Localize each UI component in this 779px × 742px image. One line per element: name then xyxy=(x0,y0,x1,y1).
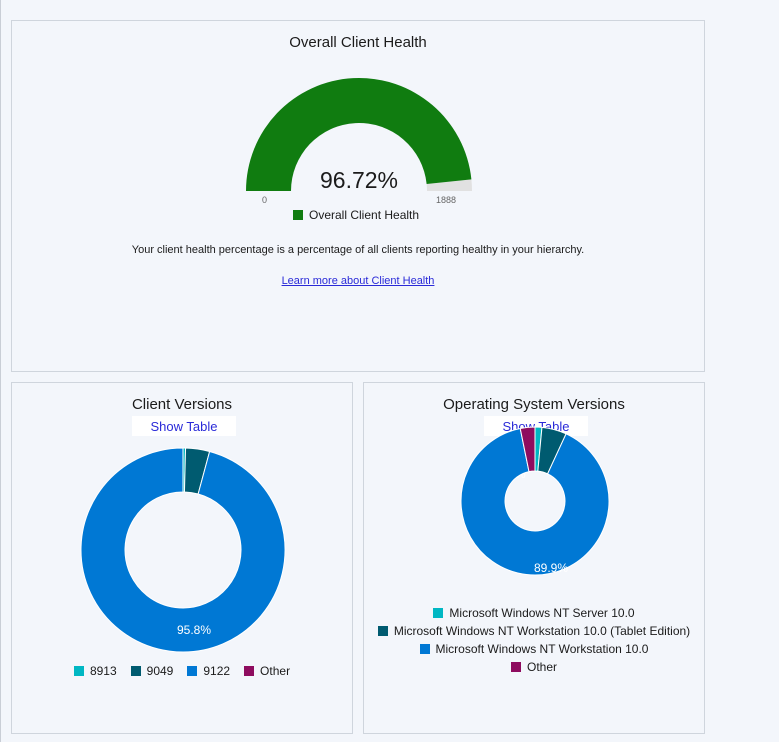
legend-label: 9122 xyxy=(203,664,231,678)
legend-swatch xyxy=(377,626,388,636)
legend-item[interactable]: Microsoft Windows NT Server 10.0 xyxy=(364,604,704,622)
donut-data-label: 89.9% xyxy=(534,561,568,575)
gauge-legend: Overall Client Health xyxy=(293,208,419,222)
client-versions-donut-chart: 95.8% xyxy=(80,447,286,653)
donut-data-label: 95.8% xyxy=(177,623,211,637)
legend-label: Microsoft Windows NT Workstation 10.0 (T… xyxy=(393,624,691,638)
legend-swatch xyxy=(73,666,84,676)
legend-label: 8913 xyxy=(89,664,117,678)
legend-label: 9049 xyxy=(146,664,174,678)
gauge-fill xyxy=(246,77,472,191)
legend-swatch xyxy=(244,666,255,676)
learn-more-link-row: Learn more about Client Health xyxy=(12,275,704,287)
os-versions-legend: Microsoft Windows NT Server 10.0 Microsof… xyxy=(364,604,704,676)
health-panel-title: Overall Client Health xyxy=(289,34,427,51)
legend-item[interactable]: 9049 xyxy=(130,664,174,678)
gauge-max-label: 1888 xyxy=(436,195,457,205)
gauge-legend-label: Overall Client Health xyxy=(309,208,420,222)
legend-swatch xyxy=(419,644,430,654)
health-description: Your client health percentage is a perce… xyxy=(131,244,585,256)
legend-swatch xyxy=(187,666,198,676)
donut-slice-microsoft-windows-nt-workstation-10-0[interactable] xyxy=(460,427,610,576)
donut-slice-9122[interactable] xyxy=(80,447,286,653)
health-gauge xyxy=(246,77,472,191)
legend-swatch xyxy=(130,666,141,676)
legend-label: Microsoft Windows NT Server 10.0 xyxy=(449,606,635,620)
os-versions-donut-chart: 5.4%89.9% xyxy=(460,426,610,576)
legend-swatch xyxy=(510,662,521,672)
client-versions-panel: Client Versions Show Table 95.8% 8913 904… xyxy=(11,382,353,734)
client-versions-show-table-button[interactable]: Show Table xyxy=(132,416,236,436)
legend-label: Other xyxy=(260,664,291,678)
client-versions-title: Client Versions xyxy=(131,396,233,413)
gauge-value: 96.72% xyxy=(319,167,398,193)
gauge-legend-swatch xyxy=(293,210,303,220)
legend-swatch xyxy=(433,608,444,618)
os-versions-title: Operating System Versions xyxy=(443,396,625,413)
legend-item[interactable]: Microsoft Windows NT Workstation 10.0 xyxy=(364,640,704,658)
left-edge-divider xyxy=(0,0,1,742)
gauge-track xyxy=(426,179,472,191)
learn-more-link[interactable]: Learn more about Client Health xyxy=(281,275,435,287)
gauge-min-label: 0 xyxy=(262,195,268,205)
client-versions-legend: 8913 9049 9122 Other xyxy=(12,664,352,678)
legend-item[interactable]: 9122 xyxy=(187,664,230,678)
legend-item[interactable]: Other xyxy=(244,664,290,678)
donut-slice-other[interactable] xyxy=(519,426,536,473)
legend-item[interactable]: 8913 xyxy=(73,664,117,678)
legend-label: Other xyxy=(526,660,557,674)
legend-item[interactable]: Microsoft Windows NT Workstation 10.0 (T… xyxy=(364,622,704,640)
legend-label: Microsoft Windows NT Workstation 10.0 xyxy=(435,642,649,656)
legend-item[interactable]: Other xyxy=(364,658,704,676)
os-versions-panel: Operating System Versions Show Table 5.4… xyxy=(363,382,705,734)
overall-client-health-panel: Overall Client Health 96.72% 0 1888 Over… xyxy=(11,20,705,372)
